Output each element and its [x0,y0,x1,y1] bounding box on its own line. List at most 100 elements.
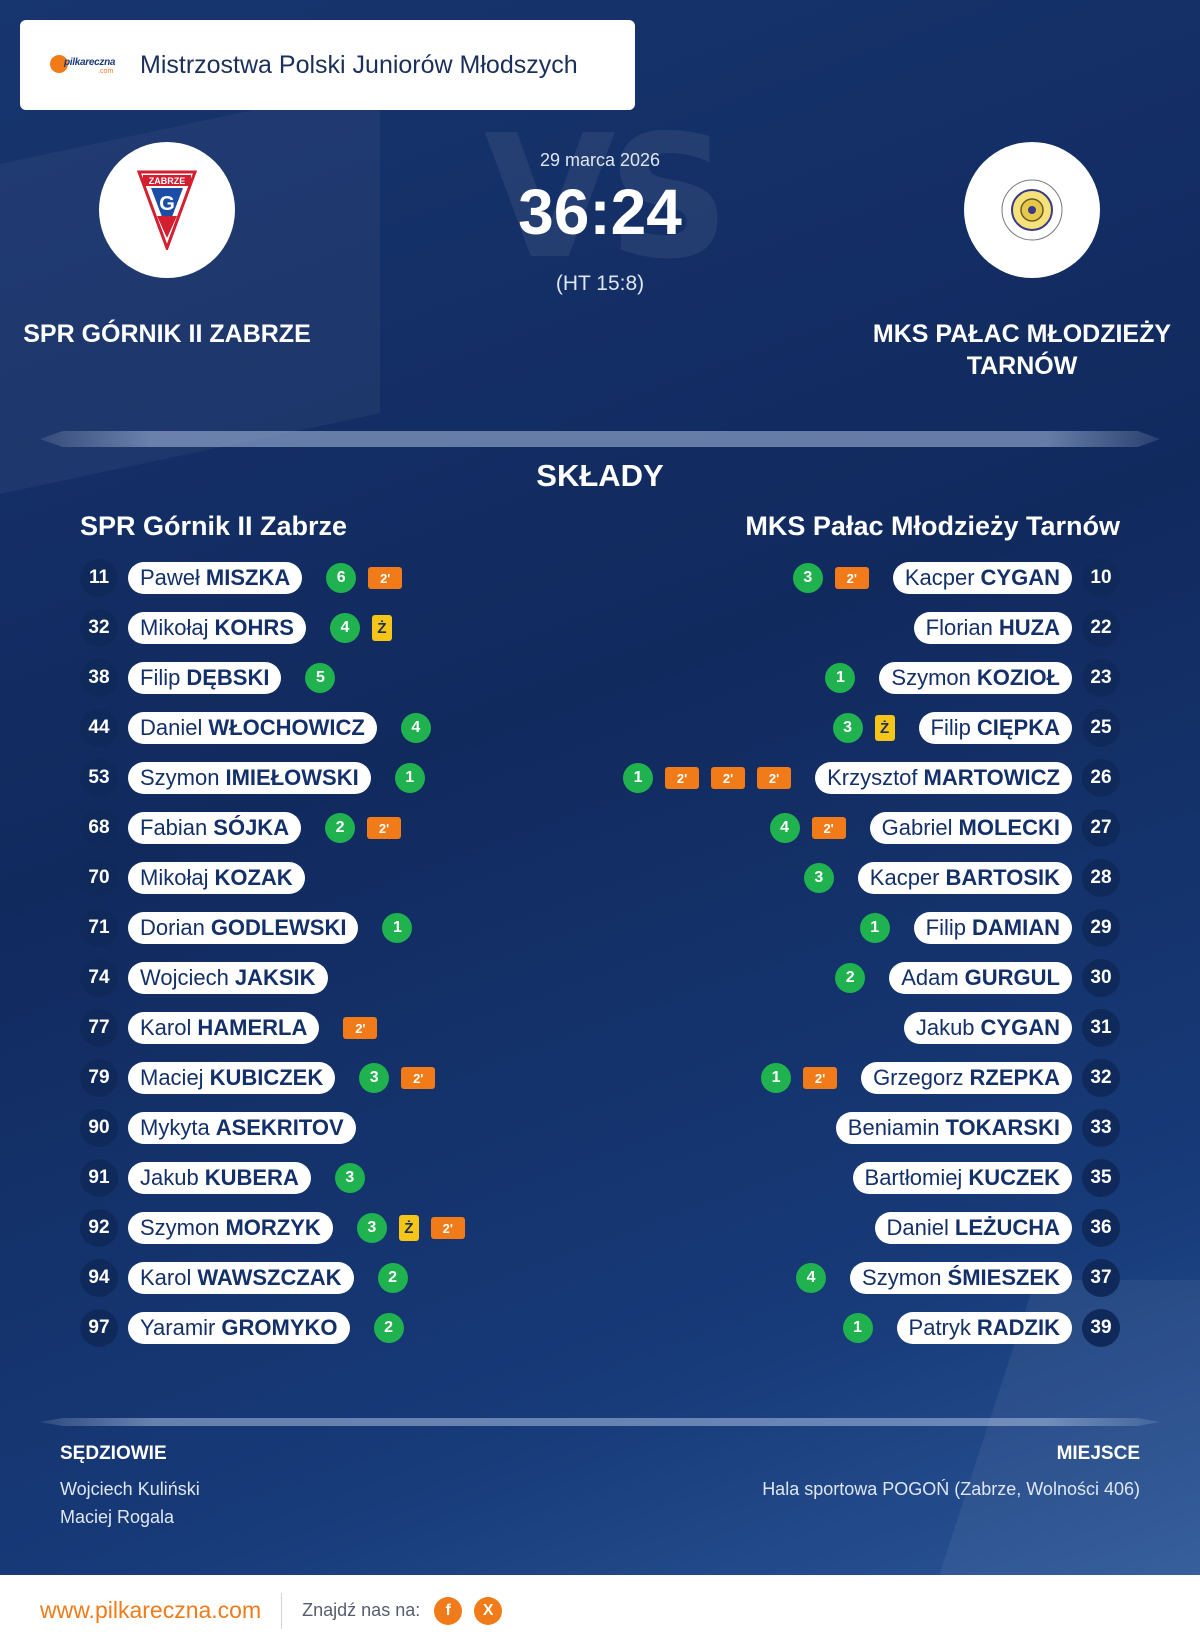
player-stats: 3 2' [792,563,869,593]
player-name[interactable]: Kacper CYGAN [892,562,1072,594]
player-name[interactable]: Mykyta ASEKRITOV [128,1112,356,1144]
player-number: 10 [1082,559,1120,597]
player-row: 3 Kacper BARTOSIK 28 [520,853,1120,903]
x-icon[interactable]: X [474,1596,503,1625]
player-name[interactable]: Szymon IMIEŁOWSKI [128,762,371,794]
brand-logo-icon[interactable]: pilkareczna .com [50,53,120,77]
player-number: 26 [1082,759,1120,797]
player-name[interactable]: Szymon MORZYK [128,1212,333,1244]
player-name[interactable]: Wojciech JAKSIK [128,962,328,994]
player-stats: 3 2' [359,1063,436,1093]
player-last-name: KUBICZEK [209,1065,324,1090]
goals-badge: 4 [329,613,360,643]
player-name[interactable]: Daniel WŁOCHOWICZ [128,712,377,744]
player-number: 79 [80,1059,118,1097]
goals-badge: 2 [377,1263,408,1293]
referees-block: SĘDZIOWIE Wojciech Kuliński Maciej Rogal… [60,1443,200,1531]
player-row: 1 Filip DAMIAN 29 [520,903,1120,953]
player-stats: 2 2' [325,813,402,843]
player-row: Jakub CYGAN 31 [520,1003,1120,1053]
player-name[interactable]: Grzegorz RZEPKA [861,1062,1072,1094]
player-name[interactable]: Patryk RADZIK [896,1312,1072,1344]
player-first-name: Beniamin [847,1115,940,1140]
player-name[interactable]: Paweł MISZKA [128,562,303,594]
player-number: 33 [1082,1109,1120,1147]
player-name[interactable]: Szymon KOZIOŁ [879,662,1072,694]
player-number: 77 [80,1009,118,1047]
player-last-name: LEŻUCHA [954,1215,1060,1240]
player-stats: 4 2' [769,813,846,843]
goals-badge: 4 [796,1263,827,1293]
goals-badge: 1 [761,1063,792,1093]
player-first-name: Dorian [140,915,205,940]
goals-badge: 6 [326,563,357,593]
find-us-label: Znajdź nas na: [302,1600,421,1620]
ball-icon [50,55,68,73]
player-name[interactable]: Fabian SÓJKA [128,812,302,844]
player-name[interactable]: Karol WAWSZCZAK [128,1262,354,1294]
player-stats: 3 [803,863,834,893]
player-name[interactable]: Jakub KUBERA [128,1162,311,1194]
player-last-name: MORZYK [225,1215,321,1240]
player-name[interactable]: Szymon ŚMIESZEK [850,1262,1072,1294]
two-minute-penalty-icon: 2' [757,767,792,789]
player-first-name: Kacper [869,865,940,890]
player-name[interactable]: Karol HAMERLA [128,1012,320,1044]
player-name[interactable]: Daniel LEŻUCHA [874,1212,1072,1244]
player-last-name: SÓJKA [213,815,290,840]
player-name[interactable]: Filip CIĘPKA [918,712,1072,744]
player-number: 27 [1082,809,1120,847]
player-stats: 4 [400,713,431,743]
player-name[interactable]: Dorian GODLEWSKI [128,912,359,944]
player-first-name: Fabian [140,815,208,840]
player-number: 38 [80,659,118,697]
player-last-name: KUBERA [204,1165,299,1190]
player-row: Florian HUZA 22 [520,603,1120,653]
player-name[interactable]: Mikołaj KOHRS [128,612,306,644]
player-name[interactable]: Krzysztof MARTOWICZ [815,762,1072,794]
website-link[interactable]: www.pilkareczna.com [40,1597,262,1623]
player-number: 97 [80,1309,118,1347]
player-stats: 1 [394,763,425,793]
player-last-name: KOZAK [214,865,293,890]
player-name[interactable]: Maciej KUBICZEK [128,1062,336,1094]
goals-badge: 1 [394,763,425,793]
player-row: Daniel LEŻUCHA 36 [520,1203,1120,1253]
goals-badge: 3 [334,1163,365,1193]
goals-badge: 1 [842,1313,873,1343]
player-stats: 3 [334,1163,365,1193]
player-number: 28 [1082,859,1120,897]
player-name[interactable]: Florian HUZA [913,612,1072,644]
player-name[interactable]: Beniamin TOKARSKI [835,1112,1072,1144]
player-number: 53 [80,759,118,797]
goals-badge: 1 [825,663,856,693]
goals-badge: 1 [859,913,890,943]
player-row: 2 Adam GURGUL 30 [520,953,1120,1003]
player-last-name: KOZIOŁ [976,665,1060,690]
player-last-name: TOKARSKI [945,1115,1061,1140]
home-lineup-title: SPR Górnik II Zabrze [80,511,348,541]
player-name[interactable]: Mikołaj KOZAK [128,862,305,894]
player-row: 11 Paweł MISZKA 6 2' [80,553,680,603]
goals-badge: 3 [832,713,863,743]
player-first-name: Filip [925,915,966,940]
player-name[interactable]: Adam GURGUL [889,962,1072,994]
player-name[interactable]: Bartłomiej KUCZEK [852,1162,1072,1194]
player-stats: 2' [343,1017,378,1039]
player-name[interactable]: Gabriel MOLECKI [869,812,1072,844]
two-minute-penalty-icon: 2' [665,767,700,789]
player-number: 32 [80,609,118,647]
player-name[interactable]: Filip DAMIAN [913,912,1072,944]
facebook-icon[interactable]: f [434,1596,463,1625]
player-row: 92 Szymon MORZYK 3 Ż 2' [80,1203,680,1253]
player-name[interactable]: Filip DĘBSKI [128,662,282,694]
goals-badge: 3 [356,1213,387,1243]
player-name[interactable]: Kacper BARTOSIK [857,862,1072,894]
footer-separator [281,1592,283,1629]
player-last-name: WAWSZCZAK [197,1265,342,1290]
home-team-name: SPR GÓRNIK II ZABRZE [23,320,311,348]
player-first-name: Maciej [140,1065,204,1090]
player-name[interactable]: Jakub CYGAN [903,1012,1072,1044]
player-name[interactable]: Yaramir GROMYKO [128,1312,350,1344]
